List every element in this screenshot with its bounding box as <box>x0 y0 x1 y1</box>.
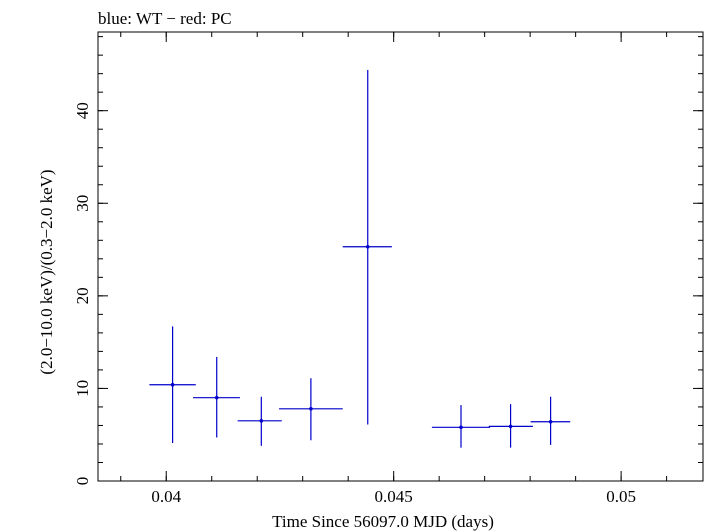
y-tick-label: 10 <box>73 380 92 397</box>
point-marker <box>459 425 463 430</box>
point-marker <box>508 424 513 429</box>
x-tick-label: 0.04 <box>151 487 181 506</box>
data-point <box>530 396 571 445</box>
y-tick-label: 0 <box>73 477 92 486</box>
point-marker <box>259 419 264 423</box>
data-point <box>237 396 282 446</box>
data-points <box>149 69 571 448</box>
y-axis-label: (2.0−10.0 keV)/(0.3−2.0 keV) <box>37 169 56 374</box>
point-marker <box>170 382 175 387</box>
plot-frame <box>97 31 704 482</box>
point-marker <box>548 419 553 424</box>
chart-title: blue: WT − red: PC <box>98 9 232 28</box>
tick-labels: 0.04 0.045 0.05 0 10 20 30 40 <box>73 102 636 506</box>
point-marker <box>365 244 370 249</box>
data-point <box>149 326 196 444</box>
x-tick-label: 0.045 <box>375 487 413 506</box>
y-tick-label: 40 <box>73 102 92 119</box>
data-point <box>488 404 533 448</box>
data-point <box>431 405 491 448</box>
y-tick-label: 20 <box>73 287 92 304</box>
data-point <box>342 69 392 425</box>
point-marker <box>214 395 219 400</box>
axis-ticks <box>98 32 703 482</box>
x-tick-label: 0.05 <box>606 487 636 506</box>
x-axis-label: Time Since 56097.0 MJD (days) <box>272 512 494 531</box>
data-point <box>193 356 240 438</box>
y-tick-label: 30 <box>73 195 92 212</box>
data-point <box>279 378 343 441</box>
point-marker <box>309 406 313 411</box>
